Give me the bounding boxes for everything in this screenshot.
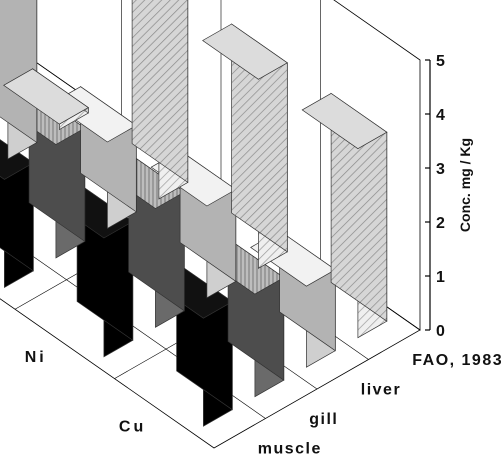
- z-tick-label: 4: [436, 107, 445, 124]
- chart-bars: [0, 0, 388, 427]
- y-tick-label: FAO, 1983: [412, 352, 501, 369]
- x-tick-label: Cu: [119, 418, 146, 435]
- z-tick-label: 0: [436, 323, 445, 340]
- z-tick-label: 1: [436, 269, 445, 286]
- bar-top-face: [301, 92, 388, 150]
- z-tick-label: 5: [436, 53, 445, 70]
- z-axis-label: Conc. mg / Kg: [457, 138, 473, 232]
- x-tick-label: Ni: [25, 349, 47, 366]
- z-tick-label: 2: [436, 215, 445, 232]
- y-tick-label: liver: [361, 381, 401, 398]
- bar-cr-fao-1983: [3, 68, 89, 131]
- bar-ni-fao-1983: [202, 23, 288, 269]
- y-tick-label: muscle: [258, 440, 322, 457]
- z-tick-label: 3: [436, 161, 445, 178]
- y-tick-label: gill: [309, 411, 338, 428]
- bar-top-face: [3, 68, 89, 125]
- bar-cu-fao-1983: [301, 92, 388, 339]
- bar-side-face: [0, 0, 38, 144]
- bar-pb-fao-1983: [131, 0, 189, 200]
- bar-top-face: [202, 23, 288, 80]
- bar-side-face: [131, 0, 189, 184]
